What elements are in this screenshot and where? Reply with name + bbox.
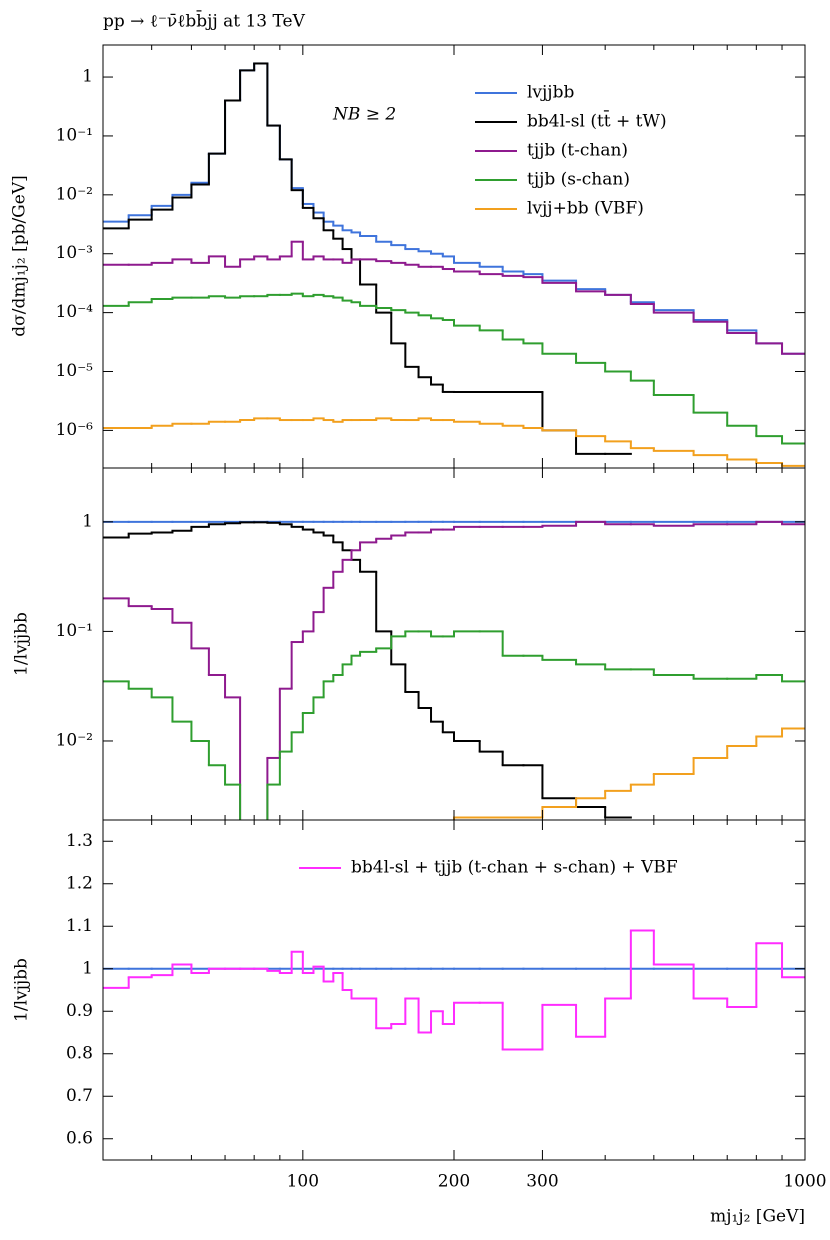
y-tick-label: 0.7 <box>66 1086 93 1106</box>
plot-area <box>103 62 805 467</box>
y-axis-label: 1/lvjjbb <box>12 958 32 1022</box>
legend-label: bb4l-sl + tjjb (t-chan + s-chan) + VBF <box>351 858 678 878</box>
y-tick-label: 1.3 <box>66 831 93 851</box>
y-tick-label: 10⁻⁶ <box>56 420 94 440</box>
y-tick-label: 10⁻² <box>56 184 93 204</box>
y-tick-label: 1.2 <box>66 873 93 893</box>
chart-title: pp → ℓ⁻ν̄ℓbb̄jj at 13 TeV <box>103 9 306 32</box>
y-tick-label: 10⁻² <box>56 730 93 750</box>
plot-area <box>103 929 805 1051</box>
y-tick-label: 10⁻³ <box>56 243 93 263</box>
y-axis-label: 1/lvjjbb <box>12 612 32 676</box>
y-tick-label: 10⁻¹ <box>56 125 93 145</box>
x-tick-label: 1000 <box>783 1172 826 1192</box>
y-tick-label: 1 <box>82 958 93 978</box>
x-tick-label: 200 <box>438 1172 470 1192</box>
y-tick-label: 0.8 <box>66 1043 93 1063</box>
y-tick-label: 10⁻⁴ <box>56 302 94 322</box>
y-tick-label: 0.6 <box>66 1128 93 1148</box>
y-tick-label: 1 <box>82 67 93 87</box>
plot-area <box>103 520 805 820</box>
legend-label: tjjb (s-chan) <box>527 170 630 190</box>
y-tick-label: 1.1 <box>66 916 93 936</box>
x-tick-label: 300 <box>526 1172 558 1192</box>
y-tick-label: 10⁻⁵ <box>56 361 94 381</box>
y-tick-label: 10⁻¹ <box>56 621 93 641</box>
y-axis-label: dσ/dmj₁j₂ [pb/GeV] <box>10 175 30 336</box>
legend-label: tjjb (t-chan) <box>527 141 628 161</box>
plot-frame <box>102 467 806 821</box>
x-axis-label: mj₁j₂ [GeV] <box>710 1207 805 1227</box>
annotation: NB ≥ 2 <box>332 105 396 125</box>
y-tick-label: 1 <box>82 511 93 531</box>
legend-label: lvjj+bb (VBF) <box>527 199 644 219</box>
legend-label: bb4l-sl (tt̄ + tW) <box>527 109 667 132</box>
x-tick-label: 100 <box>287 1172 319 1192</box>
y-tick-label: 0.9 <box>66 1001 93 1021</box>
legend-label: lvjjbb <box>527 83 574 103</box>
